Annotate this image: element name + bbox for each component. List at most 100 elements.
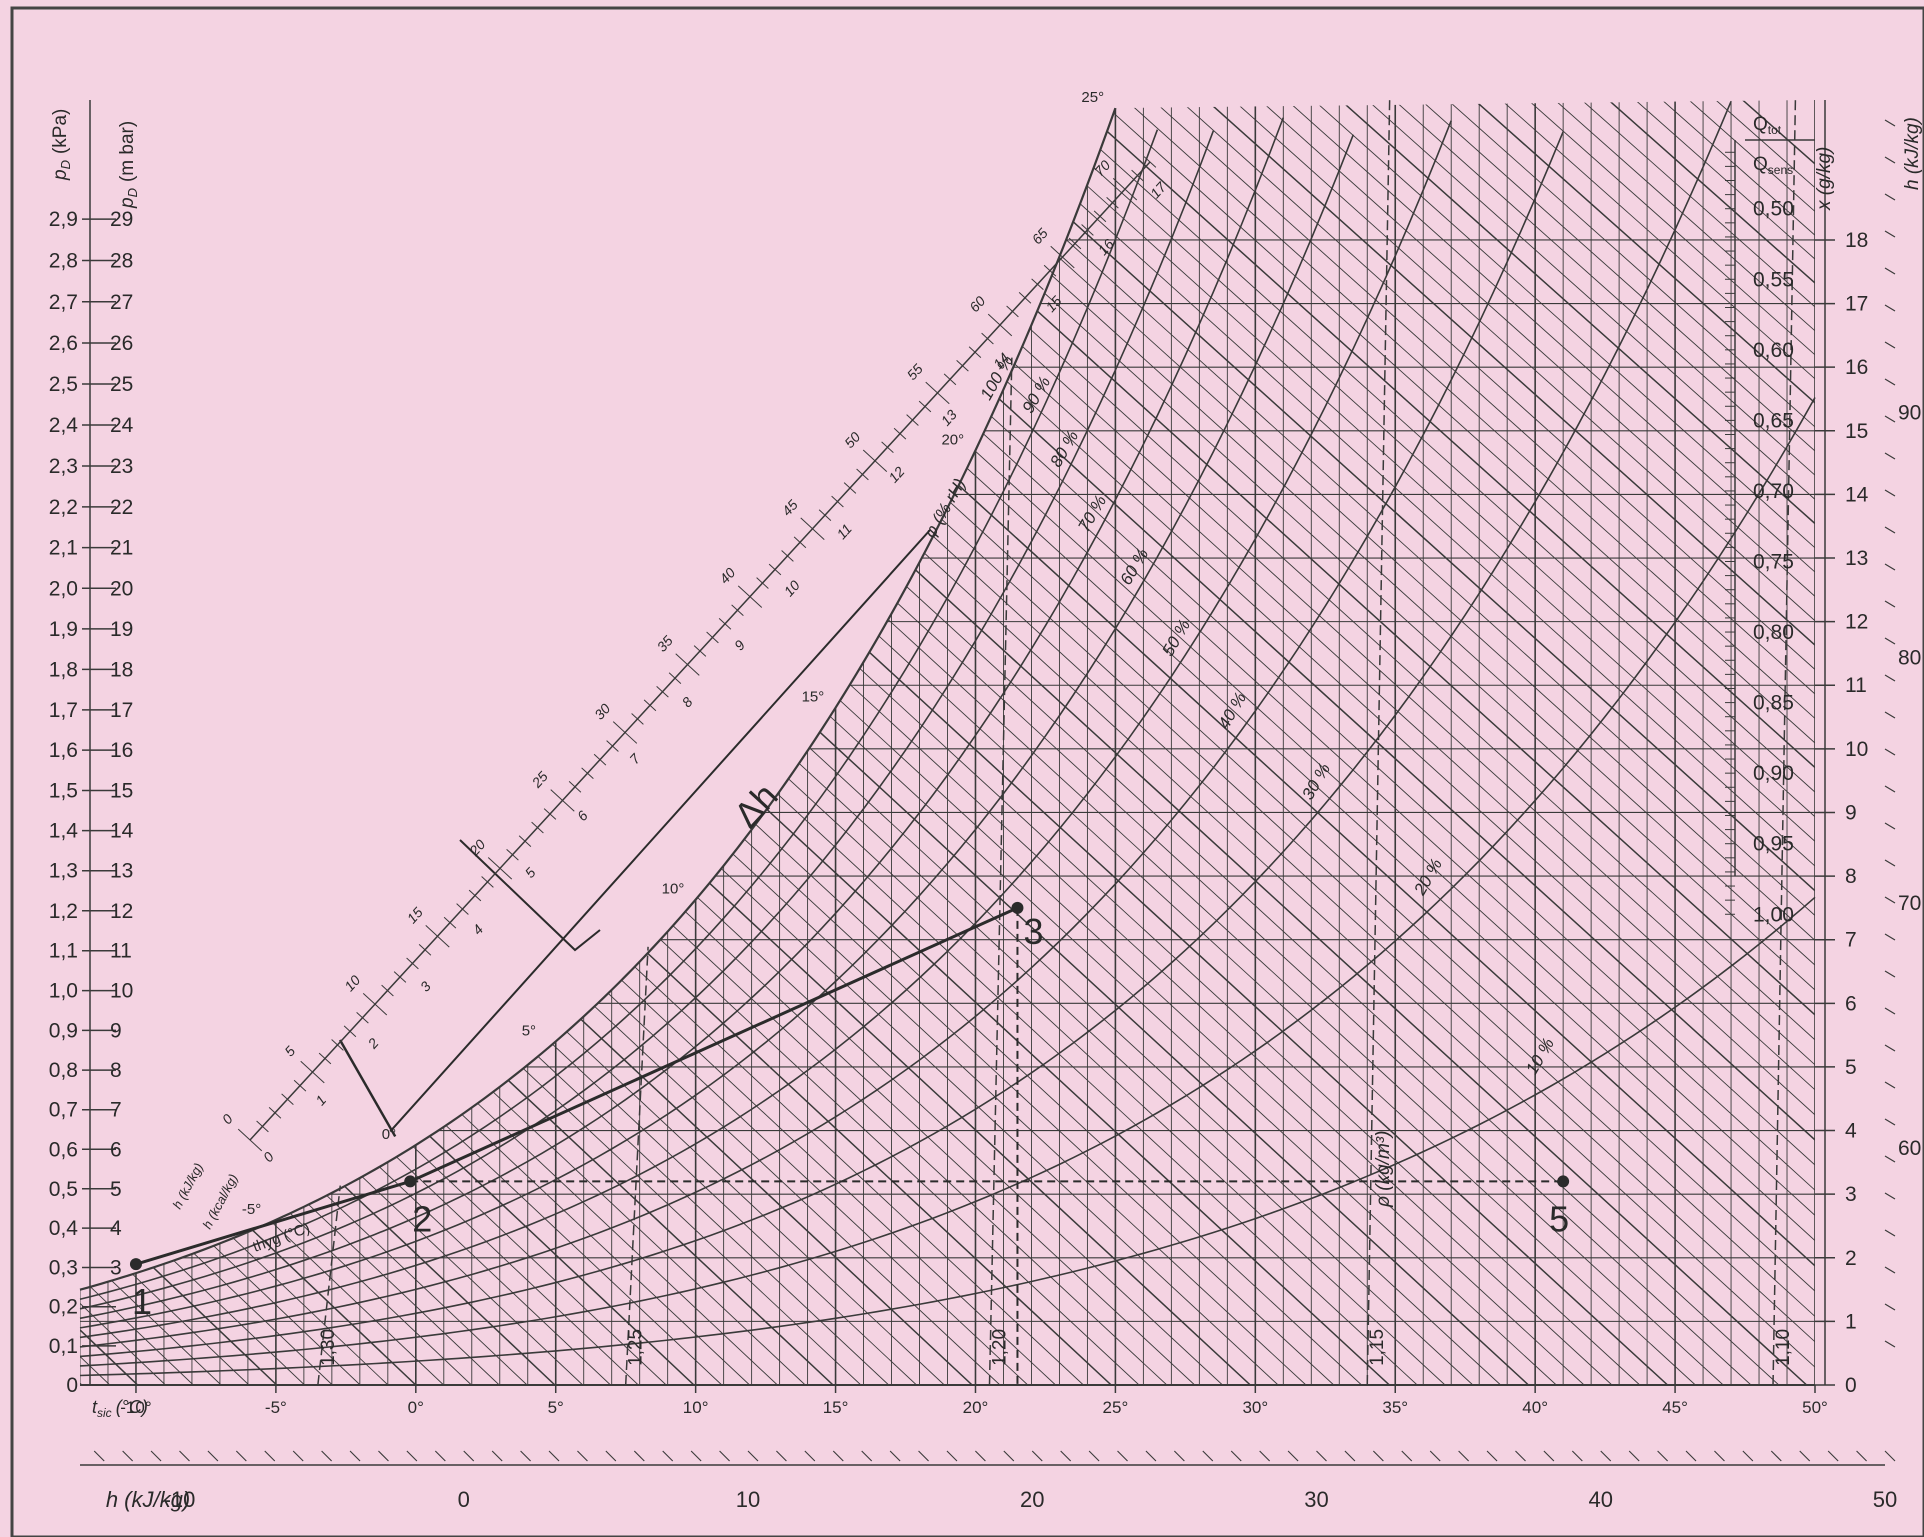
x-tick-label: 40°	[1522, 1398, 1548, 1417]
isenthalp-line	[1018, 100, 1815, 1385]
humidity-ratio-label: 1	[1845, 1310, 1857, 1333]
enthalpy-tick	[605, 1450, 617, 1462]
enthalpy-scale-tick	[381, 984, 394, 997]
shr-label: 0,65	[1753, 409, 1794, 432]
enthalpy-right-tick	[1884, 341, 1896, 349]
enthalpy-tick-label: 40	[1589, 1487, 1613, 1512]
enthalpy-right-tick	[1884, 378, 1896, 386]
enthalpy-right-tick	[1884, 415, 1896, 423]
humidity-ratio-label: 6	[1845, 992, 1857, 1015]
enthalpy-scale-tick	[800, 517, 825, 540]
rh-curve	[79, 101, 1732, 1358]
isenthalp-line	[1125, 100, 1815, 1385]
pressure-kpa-axis-label-unit: (kPa)	[50, 109, 71, 154]
enthalpy-scale-tick	[1031, 278, 1044, 291]
enthalpy-scale-tick	[1050, 245, 1075, 269]
enthalpy-tick	[889, 1450, 901, 1462]
isenthalp-line	[1179, 100, 1815, 1385]
enthalpy-tick	[918, 1450, 929, 1462]
enthalpy-scale-tick	[443, 916, 457, 929]
pressure-mbar-axis-label-unit: (m bar)	[117, 121, 138, 182]
pressure-kpa-label: 1,5	[49, 779, 78, 802]
enthalpy-tick-label: 10	[736, 1487, 760, 1512]
enthalpy-scale-tick	[487, 857, 513, 880]
enthalpy-tick	[520, 1450, 531, 1462]
shr-title-num-sub: tot	[1768, 123, 1782, 137]
enthalpy-right-tick	[1884, 230, 1896, 238]
enthalpy-scale-tick	[362, 992, 388, 1016]
enthalpy-scale-tick	[468, 889, 482, 902]
x-tick-label: 25°	[1103, 1398, 1129, 1417]
isenthalp-line	[1527, 100, 1815, 1385]
enthalpy-scale-tick	[612, 721, 638, 744]
density-line	[317, 1185, 341, 1386]
enthalpy-tick	[1458, 1450, 1470, 1462]
enthalpy-right-label: 60	[1898, 1137, 1921, 1160]
enthalpy-right-tick	[1884, 119, 1896, 127]
enthalpy-scale-tick	[668, 672, 682, 684]
delta-h-arrow	[389, 529, 931, 1133]
enthalpy-right-tick	[1884, 600, 1896, 608]
enthalpy-right-tick	[1884, 526, 1896, 534]
density-label: 1,25	[626, 1329, 647, 1366]
pressure-kpa-label: 1,6	[49, 739, 78, 762]
sat-temp-label: 25°	[1081, 89, 1104, 106]
pressure-kpa-label: 0,3	[49, 1257, 78, 1280]
shr-label: 0,90	[1753, 762, 1794, 785]
process-label-3: 3	[1023, 911, 1043, 952]
process-label-2: 2	[412, 1198, 432, 1239]
pressure-kpa-label: 1,7	[49, 699, 78, 722]
enthalpy-scale-tick	[831, 495, 844, 508]
pressure-mbar-label: 13	[110, 860, 133, 883]
pressure-kpa-label: 2,3	[49, 455, 78, 478]
enthalpy-scale-tick	[1068, 237, 1082, 250]
enthalpy-scale-tick	[1106, 196, 1119, 209]
enthalpy-scale-tick	[518, 835, 532, 847]
enthalpy-tick	[1145, 1450, 1157, 1462]
humidity-ratio-label: 18	[1845, 229, 1868, 252]
enthalpy-tick	[1316, 1450, 1327, 1462]
humidity-ratio-axis-label: x (g/kg)	[1814, 147, 1835, 211]
isenthalp-line	[937, 100, 1815, 1385]
pressure-kpa-axis-label: pD(kPa)	[50, 109, 73, 181]
enthalpy-tick	[1628, 1450, 1640, 1462]
pressure-kpa-label: 0,9	[49, 1019, 78, 1042]
pressure-mbar-label: 22	[110, 496, 133, 519]
enthalpy-scale-tick	[456, 903, 469, 915]
sat-temp-label: 0°	[382, 1126, 396, 1143]
enthalpy-scale-tick	[281, 1093, 294, 1106]
enthalpy-scale-tick	[981, 332, 994, 345]
pressure-kpa-label: 2,6	[49, 332, 78, 355]
pressure-mbar-label: 4	[110, 1217, 122, 1240]
shr-title-den-sub: sens	[1768, 163, 1793, 177]
pressure-mbar-label: 11	[110, 940, 132, 963]
humidity-ratio-label: 7	[1845, 929, 1857, 952]
enthalpy-tick	[946, 1450, 958, 1462]
process-point	[129, 1258, 142, 1271]
isenthalp-line	[1045, 100, 1815, 1385]
humidity-ratio-label: 15	[1845, 420, 1868, 443]
enthalpy-tick	[207, 1450, 219, 1462]
enthalpy-scale-tick	[631, 713, 644, 725]
enthalpy-tick	[1742, 1450, 1754, 1462]
curves-layer	[79, 99, 1816, 1386]
enthalpy-tick	[1600, 1450, 1612, 1462]
enthalpy-scale-tick	[343, 1025, 357, 1038]
enthalpy-tick	[1827, 1450, 1839, 1462]
enthalpy-tick	[491, 1450, 503, 1462]
enthalpy-scale-tick	[331, 1039, 344, 1051]
pressure-kpa-label: 1,2	[49, 900, 78, 923]
pressure-mbar-label: 3	[110, 1257, 122, 1280]
shr-label: 0,75	[1753, 550, 1794, 573]
isenthalp-line	[1447, 100, 1815, 1385]
pressure-mbar-label: 20	[110, 577, 133, 600]
enthalpy-tick	[1117, 1450, 1128, 1462]
humidity-ratio-label: 9	[1845, 801, 1857, 824]
enthalpy-right-tick	[1884, 1229, 1896, 1237]
enthalpy-right-tick	[1884, 674, 1896, 682]
enthalpy-tick-label: 30	[1304, 1487, 1328, 1512]
pressure-kpa-label: 0,8	[49, 1059, 78, 1082]
enthalpy-scale-tick	[1131, 169, 1144, 182]
pressure-kpa-label: 0,4	[49, 1217, 79, 1240]
enthalpy-scale-tick	[1093, 210, 1107, 223]
